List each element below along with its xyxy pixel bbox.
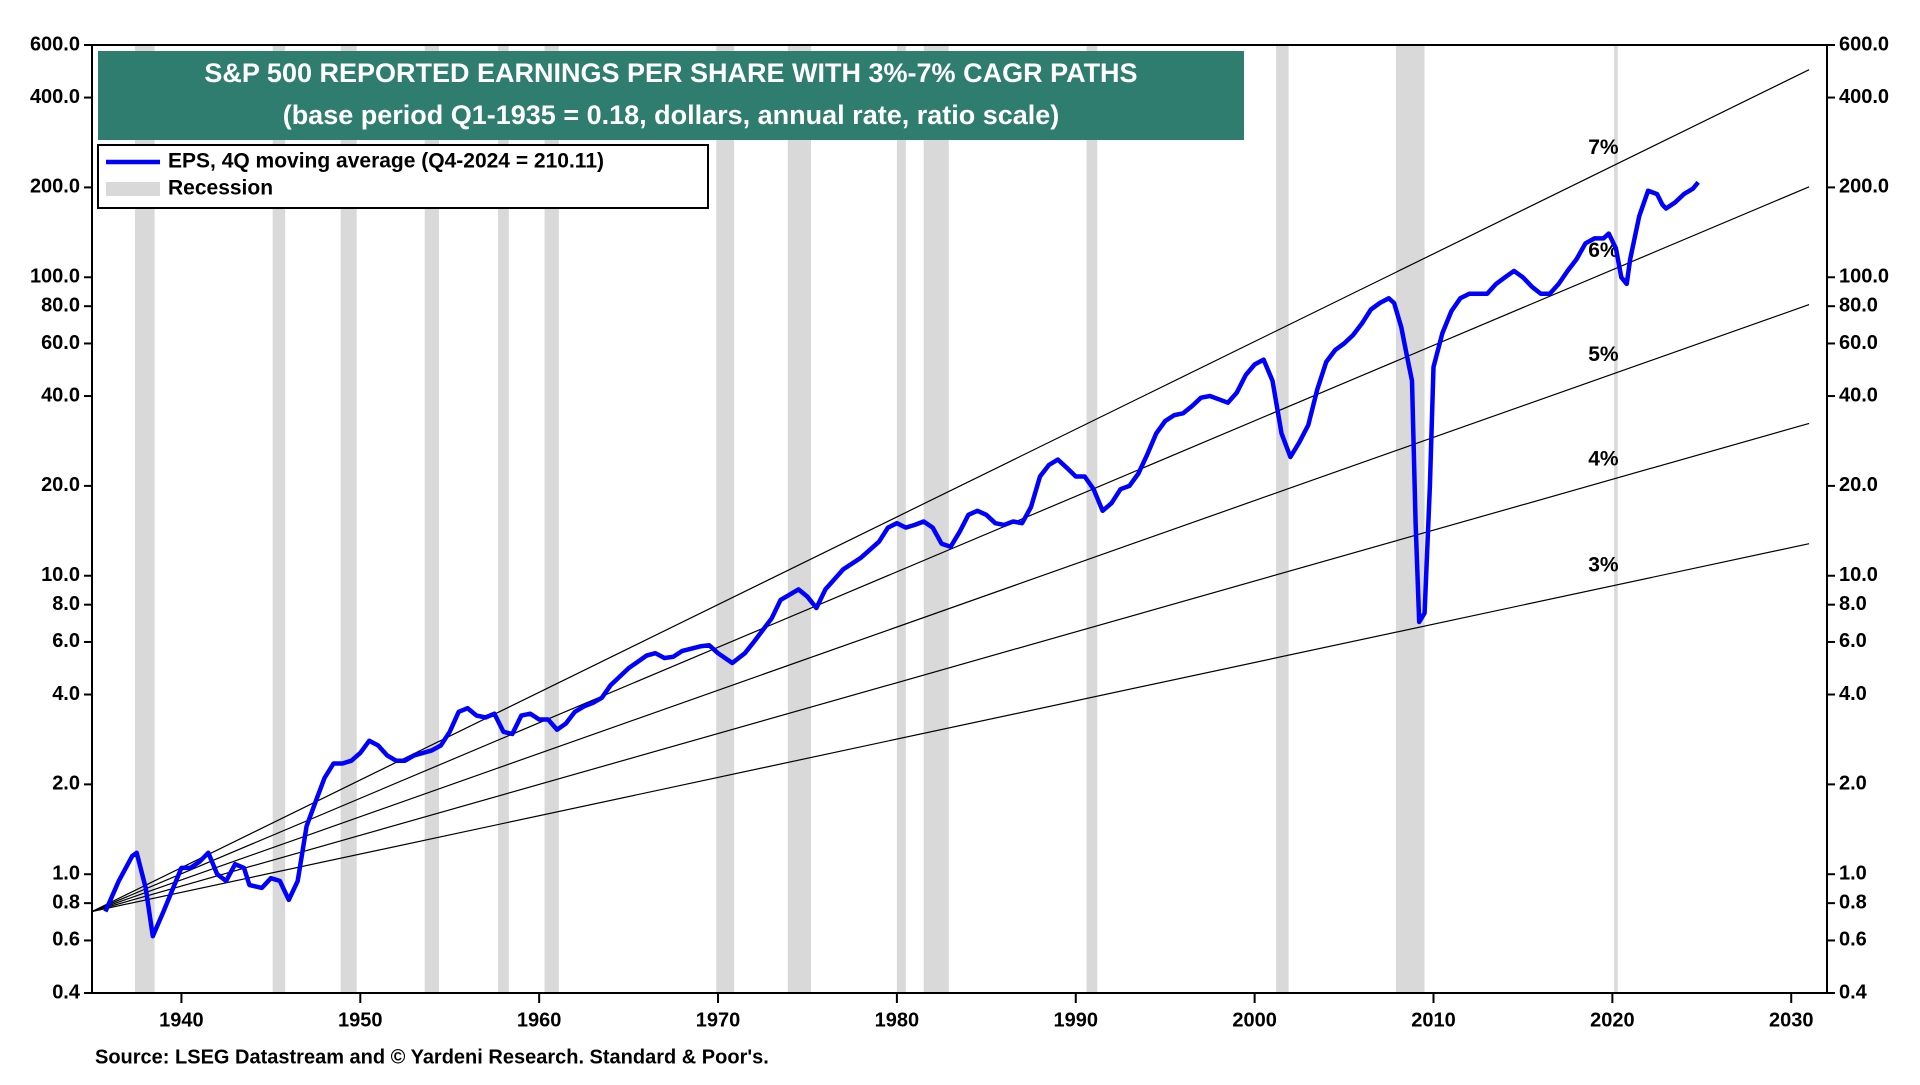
y-tick-label: 40.0 (41, 384, 80, 406)
cagr-line (91, 304, 1810, 913)
y-tick-label: 0.4 (52, 981, 81, 1003)
y-tick-label: 1.0 (52, 863, 80, 885)
y-tick-label: 4.0 (52, 683, 80, 705)
y2-tick-label: 4.0 (1839, 683, 1867, 705)
y-tick-label: 0.6 (52, 929, 80, 951)
recession-band (340, 45, 357, 993)
y2-tick-label: 2.0 (1839, 773, 1867, 795)
y-tick-label: 80.0 (41, 294, 80, 316)
y-tick-label: 20.0 (41, 474, 80, 496)
recession-band (716, 45, 735, 993)
y2-tick-label: 400.0 (1839, 86, 1889, 108)
title-box (98, 51, 1244, 140)
x-tick-label: 1990 (1054, 1009, 1099, 1031)
y-tick-label: 6.0 (52, 630, 80, 652)
x-tick-label: 2000 (1232, 1009, 1277, 1031)
x-tick-label: 1950 (338, 1009, 383, 1031)
y2-tick-label: 6.0 (1839, 630, 1867, 652)
x-tick-label: 2020 (1590, 1009, 1635, 1031)
recession-band (1086, 45, 1098, 993)
x-tick-label: 1980 (875, 1009, 920, 1031)
y2-tick-label: 10.0 (1839, 564, 1878, 586)
y-tick-label: 60.0 (41, 332, 80, 354)
cagr-label: 5% (1588, 343, 1619, 366)
cagr-line (91, 69, 1810, 913)
y2-tick-label: 60.0 (1839, 332, 1878, 354)
recession-band (896, 45, 906, 993)
legend-label: Recession (168, 177, 273, 200)
x-tick-label: 1970 (696, 1009, 741, 1031)
recession-band (923, 45, 949, 993)
y2-tick-label: 200.0 (1839, 176, 1889, 198)
source-note: Source: LSEG Datastream and © Yardeni Re… (95, 1046, 769, 1068)
cagr-line (91, 186, 1810, 913)
y2-tick-label: 40.0 (1839, 384, 1878, 406)
y-tick-label: 100.0 (30, 266, 80, 288)
y2-tick-label: 20.0 (1839, 474, 1878, 496)
x-tick-label: 2010 (1411, 1009, 1456, 1031)
y2-tick-label: 600.0 (1839, 33, 1889, 55)
recession-band (544, 45, 559, 993)
cagr-line (91, 422, 1810, 913)
recession-band (272, 45, 286, 993)
recession-band (424, 45, 439, 993)
y2-tick-label: 0.6 (1839, 929, 1867, 951)
cagr-label: 6% (1588, 239, 1619, 262)
x-tick-label: 2030 (1769, 1009, 1814, 1031)
x-tick-label: 1940 (159, 1009, 204, 1031)
legend-label: EPS, 4Q moving average (Q4-2024 = 210.11… (168, 150, 604, 173)
legend-swatch (106, 182, 160, 196)
legend-box (97, 144, 709, 209)
recession-band (1276, 45, 1289, 993)
y2-tick-label: 0.4 (1839, 981, 1868, 1003)
cagr-label: 7% (1588, 136, 1619, 159)
y-tick-label: 0.8 (52, 891, 80, 913)
recession-band (1395, 45, 1425, 993)
y-tick-label: 8.0 (52, 593, 80, 615)
y2-tick-label: 0.8 (1839, 891, 1867, 913)
chart-title: S&P 500 REPORTED EARNINGS PER SHARE WITH… (204, 58, 1137, 88)
eps-line (103, 180, 1700, 939)
cagr-line (91, 543, 1810, 913)
x-tick-label: 1960 (517, 1009, 562, 1031)
y-tick-label: 200.0 (30, 176, 80, 198)
y-tick-label: 400.0 (30, 86, 80, 108)
y2-tick-label: 8.0 (1839, 593, 1867, 615)
plot-area: 0.4 0.4 0.6 0.6 0.8 0.8 1.0 1.0 2.0 2.0 4.0 4.0 6.0 6… (30, 33, 1889, 1031)
recession-band (787, 45, 812, 993)
cagr-label: 4% (1588, 447, 1619, 470)
y-tick-label: 600.0 (30, 33, 80, 55)
y-tick-label: 10.0 (41, 564, 80, 586)
plot-frame (91, 44, 1828, 994)
y2-tick-label: 1.0 (1839, 863, 1867, 885)
recession-band (134, 45, 155, 993)
y2-tick-label: 100.0 (1839, 266, 1889, 288)
chart-subtitle: (base period Q1-1935 = 0.18, dollars, an… (283, 100, 1060, 130)
y-tick-label: 2.0 (52, 773, 80, 795)
recession-band (1614, 45, 1618, 993)
y2-tick-label: 80.0 (1839, 294, 1878, 316)
cagr-label: 3% (1588, 553, 1619, 576)
recession-band (498, 45, 509, 993)
